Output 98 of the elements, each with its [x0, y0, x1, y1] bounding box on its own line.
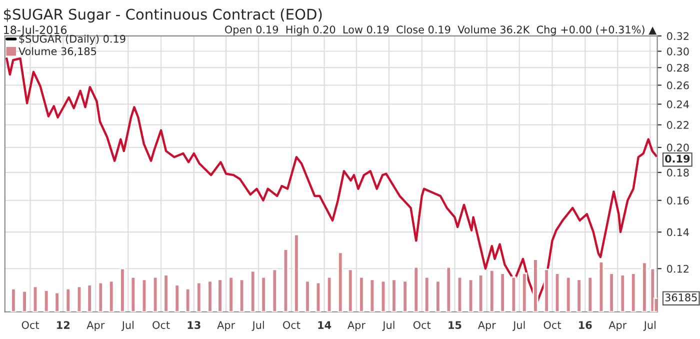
bar	[65, 288, 71, 312]
y-tick-label: 0.20	[667, 144, 689, 152]
bar	[250, 270, 256, 312]
x-tick-label: Jul	[382, 320, 394, 331]
x-tick-label: Oct	[152, 321, 170, 329]
bar	[446, 266, 452, 312]
bar	[326, 276, 332, 312]
bar	[120, 268, 126, 312]
x-tick-label: Apr	[348, 321, 366, 331]
bar	[44, 290, 50, 312]
bar	[620, 274, 626, 312]
bar	[489, 269, 495, 312]
bar	[608, 272, 614, 312]
bar	[196, 282, 202, 312]
bar	[130, 276, 136, 312]
bar	[358, 276, 364, 312]
bar	[260, 276, 266, 312]
y-tick-label: 0.18	[667, 168, 689, 177]
bar	[32, 286, 38, 312]
bar	[282, 248, 289, 312]
bar	[544, 268, 550, 312]
x-tick-label: Apr	[478, 321, 496, 331]
bar	[642, 262, 648, 312]
x-tick-label: Jul	[252, 320, 264, 331]
bar	[54, 292, 60, 312]
bar	[435, 280, 441, 312]
legend-label: Volume 36,185	[18, 47, 96, 56]
annotation: 0.19	[665, 154, 690, 163]
chart-subtitle: 18-Jul-2016	[4, 25, 67, 36]
y-tick-label: 0.26	[667, 81, 689, 90]
bar	[630, 272, 636, 312]
bar	[510, 276, 517, 312]
bar	[402, 280, 408, 312]
y-tick-label: 0.30	[667, 47, 689, 56]
bar	[108, 280, 114, 312]
y-tick-label: 0.16	[667, 196, 689, 204]
x-tick-label: 12	[57, 321, 70, 329]
bar	[152, 276, 158, 312]
bar	[391, 278, 397, 312]
x-tick-label: Oct	[283, 321, 300, 329]
bar	[424, 276, 430, 312]
bar	[76, 286, 82, 312]
x-tick-label: Oct	[544, 321, 562, 329]
bar	[272, 268, 278, 312]
x-tick-label: Oct	[22, 321, 40, 329]
bar	[468, 278, 474, 312]
y-tick-label: 0.22	[667, 121, 688, 129]
x-tick-label: Apr	[86, 321, 105, 331]
x-tick-label: Jul	[643, 320, 656, 331]
series-label: $SUGAR (Daily) 0.19	[19, 34, 126, 45]
bar	[348, 268, 354, 312]
bar	[228, 276, 234, 312]
bar	[22, 290, 28, 312]
bar	[598, 260, 604, 312]
bar	[576, 278, 582, 312]
text: Open 0.19 High 0.20 Low 0.19 Close 0.19 Volume 36.2K Chg +0.00 (+0.31%) ▲	[225, 25, 657, 36]
y-tick-label: 0.12	[667, 264, 688, 273]
bar	[207, 280, 213, 312]
bar	[10, 288, 16, 312]
y-tick-label: 0.24	[667, 100, 689, 108]
bar	[369, 278, 376, 312]
bar	[141, 278, 148, 312]
bar	[413, 266, 419, 312]
y-tick-label: 0.32	[667, 32, 688, 40]
x-tick-label: Oct	[413, 321, 431, 329]
bar	[238, 278, 245, 312]
bar	[522, 272, 528, 312]
bar	[478, 274, 484, 312]
y-tick-label: 0.14	[667, 228, 689, 236]
bar	[184, 288, 191, 312]
bar	[163, 274, 169, 312]
line-series	[6, 57, 658, 304]
annotation: 36185	[665, 294, 697, 302]
bar	[174, 284, 180, 312]
x-tick-label: Apr	[608, 321, 627, 331]
bar	[500, 272, 506, 312]
bar	[532, 258, 538, 312]
x-tick-label: Jul	[512, 320, 525, 331]
bar	[98, 282, 104, 312]
bar	[294, 234, 300, 312]
y-tick-label: 0.28	[667, 64, 689, 72]
x-tick-label: 15	[448, 321, 462, 329]
x-tick-label: 14	[318, 321, 332, 329]
bar	[566, 276, 572, 312]
x-tick-label: 16	[579, 321, 592, 329]
bar	[456, 276, 463, 312]
bar	[217, 278, 223, 312]
bar	[587, 276, 593, 312]
x-tick-label: Jul	[121, 320, 134, 331]
x-tick-label: 13	[188, 321, 200, 329]
x-tick-label: Apr	[217, 321, 236, 331]
bar	[554, 272, 560, 312]
chart-title: $SUGAR Sugar - Continuous Contract (EOD)	[4, 8, 322, 23]
bar	[338, 252, 344, 312]
bar	[304, 280, 310, 312]
bar	[315, 282, 322, 312]
bar	[86, 284, 92, 312]
bar	[380, 280, 386, 312]
